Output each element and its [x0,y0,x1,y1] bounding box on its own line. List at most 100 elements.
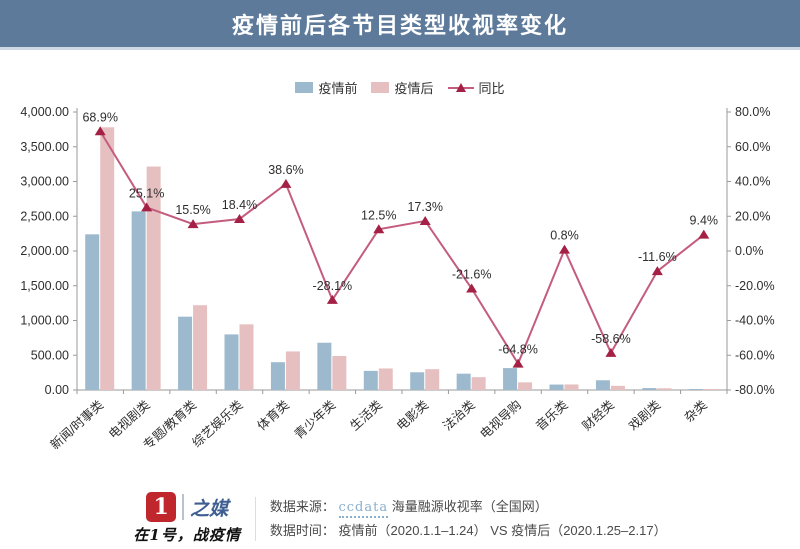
sync-value-label: -28.1% [313,279,353,293]
bar-疫情前-8 [456,373,471,390]
category-label: 法治类 [440,398,478,434]
category-label: 体育类 [254,397,292,434]
bar-疫情后-11 [610,385,625,390]
bar-疫情前-1 [131,211,146,390]
post-swatch-icon [371,82,390,93]
sync-value-label: -21.6% [452,268,492,282]
bar-疫情前-11 [595,380,610,390]
left-tick-label: 0.00 [45,383,69,397]
right-tick-label: -60.0% [735,348,775,362]
sync-marker-13 [698,229,710,239]
time-label: 数据时间： [269,523,335,538]
sync-value-label: 12.5% [361,208,396,222]
category-label: 新闻/时事类 [47,397,106,453]
bar-疫情后-1 [146,166,161,390]
page-title: 疫情前后各节目类型收视率变化 [231,12,568,38]
bar-疫情前-5 [317,342,332,390]
logo-separator [182,494,185,520]
bar-疫情后-12 [657,388,672,390]
footer: 1 之媒 在1号，战疫情 数据来源： ccdata 海量融源收视率（全国网） 数… [0,488,800,549]
bar-疫情前-6 [363,370,378,390]
bar-疫情前-7 [410,372,425,390]
line-marker-icon [447,82,474,92]
sync-value-label: -11.6% [638,250,677,264]
sync-marker-1 [141,202,153,212]
sync-marker-5 [326,294,338,304]
category-label: 电影类 [394,398,432,434]
category-label: 青少年类 [292,398,339,442]
bar-疫情后-13 [703,389,718,390]
right-tick-label: -40.0% [735,314,775,328]
sync-marker-2 [187,219,199,229]
bar-疫情后-8 [471,377,486,390]
category-label: 生活类 [348,398,386,434]
sync-marker-7 [419,215,431,225]
legend-line-label: 同比 [478,81,505,96]
bar-疫情后-0 [100,127,115,390]
footer-divider [254,496,256,541]
left-tick-label: 2,000.00 [20,244,69,258]
sync-value-label: 68.9% [82,110,117,124]
legend-post-label: 疫情后 [394,81,434,96]
chart-area: 4,000.00 3,500.00 3,000.00 2,500.00 2,000.00… [0,48,800,492]
left-tick-label: 3,500.00 [20,140,69,154]
category-label: 电视导购 [477,397,524,442]
bar-疫情前-10 [549,384,564,390]
sync-value-label: 9.4% [690,214,719,228]
sync-marker-12 [651,266,663,276]
sync-marker-4 [280,178,292,188]
left-tick-label: 2,500.00 [20,209,69,223]
bar-疫情后-2 [193,305,208,390]
time-value: 疫情前（2020.1.1–1.24） VS 疫情后（2020.1.25–2.17… [338,523,667,538]
logo-slogan: 在1号，战疫情 [133,526,241,544]
sync-value-label: 15.5% [175,203,210,217]
bar-疫情后-7 [425,369,440,390]
bar-疫情前-13 [688,389,703,390]
brand-logo: 1 之媒 在1号，战疫情 [133,492,240,545]
combo-chart: 4,000.00 3,500.00 3,000.00 2,500.00 2,000.00… [20,105,775,453]
bar-疫情后-6 [378,368,393,390]
category-label: 杂类 [682,398,710,425]
right-tick-label: -80.0% [735,383,775,397]
sync-marker-9 [512,358,524,368]
sync-marker-10 [559,244,570,254]
category-label: 财经类 [580,398,618,434]
sync-marker-0 [94,126,106,136]
sync-value-label: -58.6% [591,332,631,346]
bar-疫情前-2 [178,316,193,390]
sync-value-label: -64.8% [498,343,538,357]
category-label: 音乐类 [533,397,571,434]
legend-item-post: 疫情后 [371,78,434,97]
left-tick-label: 1,000.00 [20,314,69,328]
source-label: 数据来源： [269,499,335,514]
sync-marker-6 [373,224,385,234]
legend-item-pre: 疫情前 [295,78,357,97]
data-notes: 数据来源： ccdata 海量融源收视率（全国网） 数据时间： 疫情前（2020… [270,495,667,542]
right-tick-label: -20.0% [735,279,775,293]
sync-marker-11 [605,347,617,357]
sync-value-label: 17.3% [407,200,442,214]
title-bar: 疫情前后各节目类型收视率变化 [0,0,800,50]
bar-疫情前-0 [85,234,100,390]
logo-1-icon: 1 [146,492,177,522]
right-tick-label: 80.0% [735,105,770,119]
sync-marker-8 [466,283,478,293]
pre-swatch-icon [295,82,314,93]
right-tick-label: 0.0% [735,244,764,258]
right-tick-label: 60.0% [735,140,770,154]
left-tick-label: 1,500.00 [20,279,69,293]
right-tick-label: 20.0% [735,209,770,223]
chart-legend: 疫情前 疫情后 同比 [0,78,800,97]
left-tick-label: 4,000.00 [20,105,69,119]
bar-疫情后-3 [239,324,254,390]
data-time-line: 数据时间： 疫情前（2020.1.1–1.24） VS 疫情后（2020.1.2… [270,519,667,542]
source-brand: ccdata [338,500,389,518]
bar-疫情前-9 [503,368,518,390]
bar-疫情后-5 [332,355,347,390]
bar-疫情后-10 [564,384,579,390]
source-rest: 海量融源收视率（全国网） [391,499,548,514]
sync-line [99,130,705,366]
legend-item-line: 同比 [447,78,505,97]
sync-value-label: 38.6% [268,163,303,177]
sync-marker-3 [234,214,245,224]
